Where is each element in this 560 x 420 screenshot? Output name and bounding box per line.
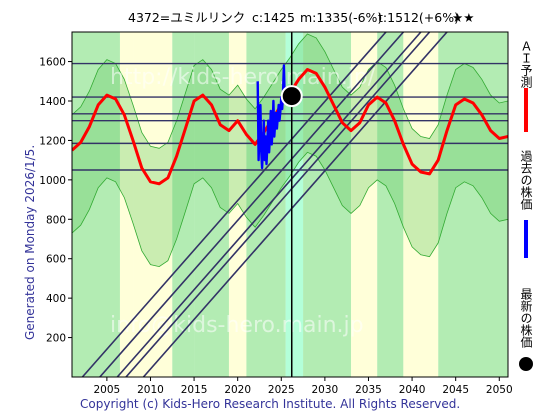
band-0	[72, 32, 120, 377]
band-2	[133, 32, 173, 377]
plot-area: http://kids-hero.main.jp/ info@kids-hero…	[72, 32, 508, 377]
y-tick-label-1600: 1600	[39, 57, 66, 69]
y-axis-ticks: 200 400 600 800 1000 1200 1400 1600	[39, 57, 72, 345]
band-5	[228, 32, 247, 377]
header-stars: ★★	[452, 10, 474, 25]
band-4	[194, 32, 229, 377]
header-code-name: 4372=ユミルリンク	[128, 10, 245, 25]
latest-price-dot	[280, 85, 303, 108]
trend-line-3	[124, 32, 431, 377]
x-tick-label-2035: 2035	[355, 384, 382, 396]
x-tick-label-2040: 2040	[399, 384, 426, 396]
header-current: c:1425	[252, 10, 295, 25]
header-t-value: t:1512(+6%)	[378, 10, 459, 25]
trend-line-1	[98, 32, 405, 377]
y-tick-label-1000: 1000	[39, 175, 66, 187]
x-axis-ticks: 2005 2010 2015 2020 2025 2030 2035 2040 2045 2050	[94, 377, 513, 396]
x-tick-label-2045: 2045	[442, 384, 469, 396]
copyright-text: Copyright (c) Kids-Hero Research Institu…	[80, 397, 460, 411]
trend-line-4	[142, 32, 449, 377]
trend-line-2	[116, 32, 422, 377]
legend-swatch-2	[519, 357, 533, 371]
y-tick-label-400: 400	[46, 293, 66, 305]
x-tick-label-2015: 2015	[181, 384, 208, 396]
legend-label-2: 最新の株価	[519, 288, 533, 348]
watermark-url: http://kids-hero.main.jp/	[110, 65, 376, 90]
header-m-value: m:1335(-6%)	[300, 10, 382, 25]
x-tick-label-2030: 2030	[312, 384, 339, 396]
y-tick-label-1200: 1200	[39, 135, 66, 147]
trend-lines	[81, 32, 449, 377]
x-tick-label-2050: 2050	[486, 384, 513, 396]
generated-label: Generated on Monday 2026/1/5.	[23, 145, 37, 340]
legend-label-1: 過去の株価	[519, 150, 533, 210]
x-tick-label-2010: 2010	[137, 384, 164, 396]
latest-layer	[280, 32, 303, 377]
plot-border	[71, 31, 509, 378]
y-tick-label-800: 800	[46, 214, 66, 226]
x-tick-label-2005: 2005	[94, 384, 121, 396]
x-tick-label-2025: 2025	[268, 384, 295, 396]
band-6	[246, 32, 286, 377]
watermark-layer: http://kids-hero.main.jp/ info@kids-hero…	[110, 65, 376, 338]
channel-band	[72, 33, 508, 268]
band-11	[403, 32, 439, 377]
watermark-email: info@kids-hero.main.jp	[110, 313, 364, 338]
past-price-line	[256, 64, 289, 170]
y-tick-label-1400: 1400	[39, 96, 66, 108]
trend-line-0	[81, 32, 388, 377]
band-10	[377, 32, 404, 377]
y-tick-label-200: 200	[46, 333, 66, 345]
legend-label-0: ＡＩ予測	[519, 40, 533, 89]
band-9	[351, 32, 378, 377]
x-tick-label-2020: 2020	[224, 384, 251, 396]
y-tick-label-600: 600	[46, 254, 66, 266]
